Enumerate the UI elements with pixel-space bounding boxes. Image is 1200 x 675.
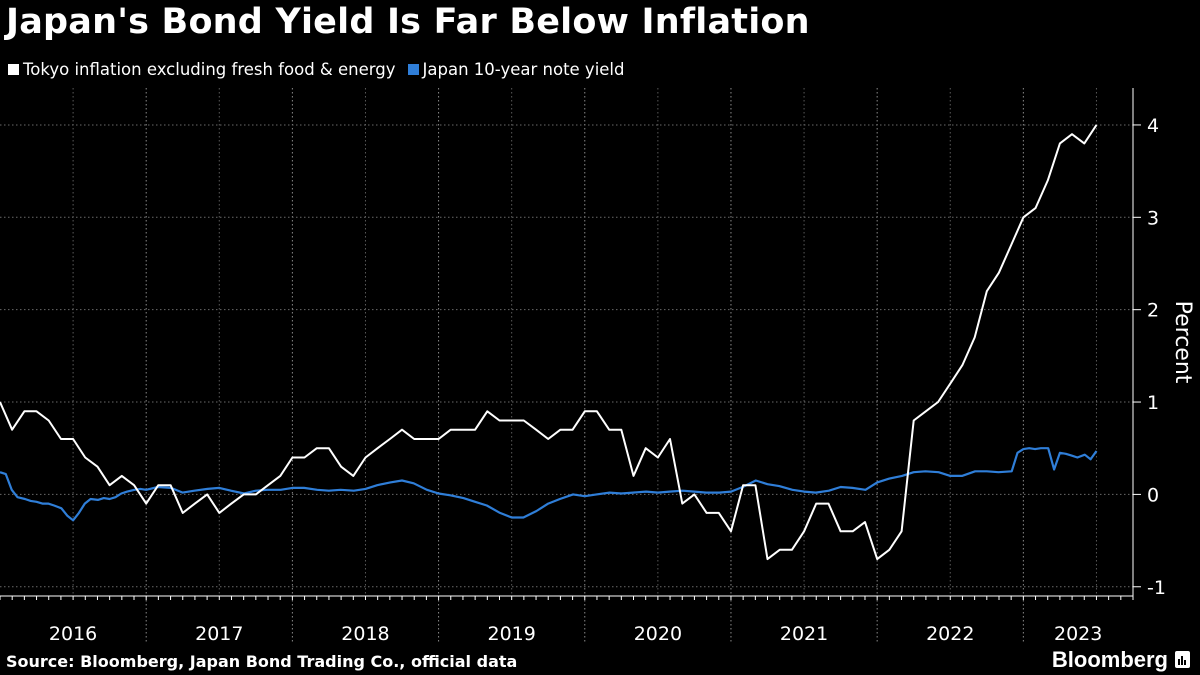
legend-item-inflation: Tokyo inflation excluding fresh food & e… <box>8 60 396 79</box>
legend-item-bond-yield: Japan 10-year note yield <box>407 60 625 79</box>
x-tick-label: 2018 <box>341 623 389 645</box>
bloomberg-logo: Bloomberg <box>1051 647 1168 672</box>
legend: Tokyo inflation excluding fresh food & e… <box>8 60 637 79</box>
x-tick-label: 2019 <box>487 623 535 645</box>
x-tick-label: 2020 <box>634 623 682 645</box>
chart-title: Japan's Bond Yield Is Far Below Inflatio… <box>6 2 810 42</box>
x-tick-label: 2017 <box>195 623 243 645</box>
legend-swatch-inflation <box>8 64 19 75</box>
legend-label-bond-yield: Japan 10-year note yield <box>422 60 625 79</box>
y-tick-label: 2 <box>1147 300 1159 322</box>
y-tick-label: 0 <box>1147 484 1159 506</box>
x-tick-label: 2021 <box>780 623 828 645</box>
x-tick-label: 2022 <box>926 623 974 645</box>
y-tick-label: -1 <box>1147 577 1166 599</box>
y-axis-label: Percent <box>1170 301 1195 384</box>
y-tick-label: 4 <box>1147 115 1159 137</box>
legend-label-inflation: Tokyo inflation excluding fresh food & e… <box>23 60 396 79</box>
legend-swatch-bond-yield <box>407 64 419 75</box>
y-tick-label: 3 <box>1147 207 1159 229</box>
source-note: Source: Bloomberg, Japan Bond Trading Co… <box>6 652 518 671</box>
x-tick-label: 2016 <box>49 623 97 645</box>
series-line-bond-yield <box>0 447 1098 522</box>
series-line-inflation <box>0 124 1098 561</box>
x-tick-label: 2023 <box>1054 623 1102 645</box>
bar-chart-icon <box>1175 651 1190 668</box>
y-tick-label: 1 <box>1147 392 1159 414</box>
